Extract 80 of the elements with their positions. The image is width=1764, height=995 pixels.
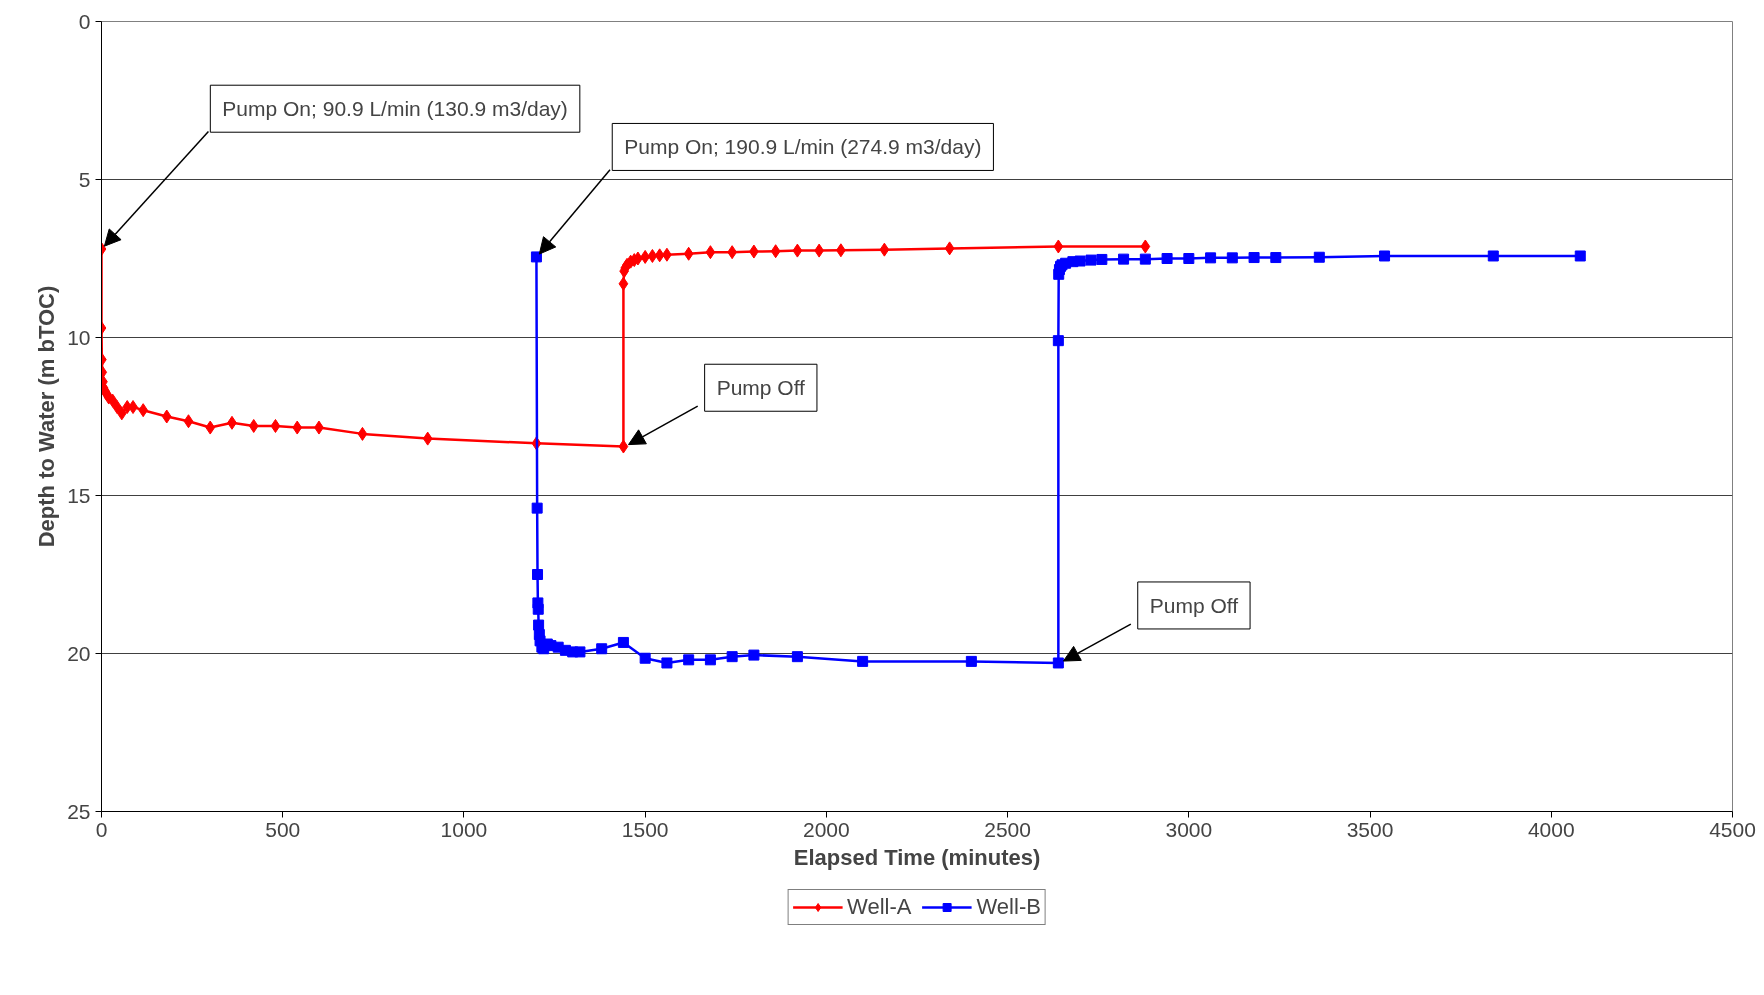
point bbox=[618, 276, 629, 291]
point bbox=[1053, 239, 1064, 254]
point bbox=[1379, 250, 1391, 262]
x-tick-label: 4500 bbox=[1709, 817, 1756, 841]
point bbox=[792, 243, 803, 258]
x-tick-label: 1500 bbox=[621, 817, 669, 841]
x-axis-title: Elapsed Time (minutes) bbox=[793, 844, 1041, 870]
point bbox=[183, 414, 194, 429]
point bbox=[138, 403, 149, 418]
point bbox=[857, 655, 869, 667]
x-tick-label: 500 bbox=[265, 817, 301, 841]
point bbox=[1270, 252, 1282, 264]
point bbox=[639, 652, 651, 664]
point bbox=[1205, 252, 1217, 264]
point bbox=[726, 651, 738, 663]
point bbox=[617, 636, 629, 648]
point bbox=[1052, 335, 1064, 347]
point bbox=[422, 431, 433, 446]
legend-label: Well-A bbox=[847, 894, 912, 920]
point bbox=[770, 244, 781, 259]
annotation: Pump Off bbox=[1149, 593, 1239, 617]
point bbox=[683, 654, 695, 666]
point bbox=[292, 420, 303, 435]
point bbox=[654, 248, 665, 263]
point bbox=[1140, 239, 1151, 254]
point bbox=[1313, 251, 1325, 263]
annotation: Pump Off bbox=[716, 376, 806, 400]
x-tick-label: 1000 bbox=[440, 817, 488, 841]
point bbox=[1085, 254, 1097, 266]
point bbox=[1074, 255, 1086, 267]
point bbox=[248, 418, 259, 433]
x-tick-label: 0 bbox=[95, 817, 108, 841]
point bbox=[596, 643, 608, 655]
point bbox=[531, 502, 543, 514]
x-tick-label: 2000 bbox=[803, 817, 850, 841]
x-tick-label: 2500 bbox=[984, 817, 1031, 841]
y-tick-label: 5 bbox=[78, 167, 91, 191]
point bbox=[1226, 252, 1238, 264]
point bbox=[1487, 250, 1499, 262]
point bbox=[1118, 253, 1130, 265]
point bbox=[1096, 253, 1108, 265]
point bbox=[107, 393, 118, 408]
point bbox=[532, 603, 544, 615]
point bbox=[704, 654, 716, 666]
y-tick-label: 0 bbox=[78, 9, 91, 33]
point bbox=[944, 241, 955, 256]
annotation: Pump On; 190.9 L/min (274.9 m3/day) bbox=[624, 135, 982, 159]
y-tick-label: 15 bbox=[67, 483, 91, 507]
point bbox=[661, 657, 673, 669]
point bbox=[533, 619, 545, 631]
point bbox=[1161, 253, 1173, 264]
point bbox=[270, 418, 281, 433]
point bbox=[1052, 657, 1064, 669]
x-tick-label: 4000 bbox=[1527, 817, 1575, 841]
y-tick-label: 20 bbox=[67, 641, 91, 665]
point bbox=[1574, 250, 1586, 262]
x-tick-label: 3000 bbox=[1165, 817, 1213, 841]
point bbox=[647, 248, 658, 263]
point bbox=[530, 251, 542, 263]
point bbox=[683, 246, 694, 261]
y-tick-label: 10 bbox=[67, 325, 91, 349]
point bbox=[791, 651, 803, 663]
point bbox=[879, 242, 890, 257]
point bbox=[1183, 253, 1195, 264]
point bbox=[532, 569, 544, 580]
point bbox=[205, 420, 216, 435]
point bbox=[161, 409, 172, 424]
x-tick-label: 3500 bbox=[1346, 817, 1394, 841]
point bbox=[705, 245, 716, 260]
y-axis-title: Depth to Water (m bTOC) bbox=[34, 285, 60, 548]
point bbox=[357, 426, 368, 441]
point bbox=[618, 439, 629, 454]
point bbox=[1248, 252, 1260, 264]
annotation: Pump On; 90.9 L/min (130.9 m3/day) bbox=[222, 97, 568, 121]
point bbox=[1139, 253, 1151, 265]
point bbox=[965, 655, 977, 667]
point bbox=[574, 646, 586, 658]
legend-label: Well-B bbox=[976, 894, 1041, 920]
point bbox=[748, 649, 760, 661]
y-tick-label: 25 bbox=[67, 799, 91, 823]
